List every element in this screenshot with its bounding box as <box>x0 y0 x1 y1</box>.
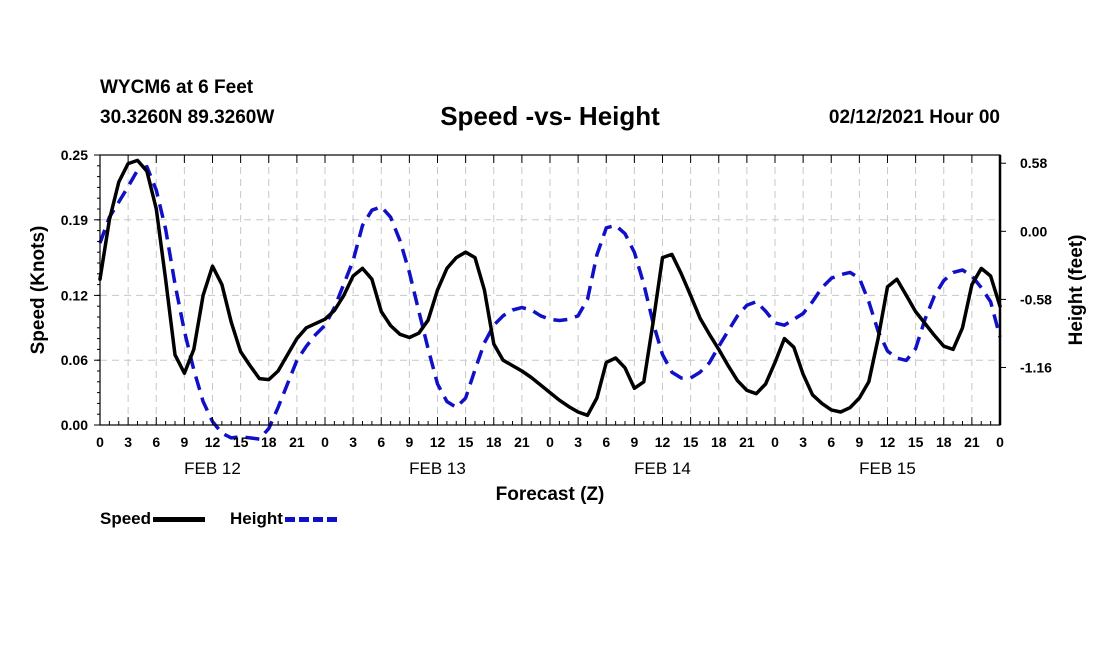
legend-speed-label: Speed <box>100 509 152 528</box>
y-tick-label: 0.06 <box>61 352 88 368</box>
legend-height-swatch <box>284 516 337 522</box>
legend-speed: Speed <box>100 509 206 529</box>
legend-height: Height <box>230 509 337 529</box>
x-tick-label: 9 <box>180 434 188 450</box>
x-tick-label: 3 <box>349 434 357 450</box>
x-tick-label: 15 <box>683 434 699 450</box>
x-tick-label: 6 <box>602 434 610 450</box>
x-tick-label: 15 <box>908 434 924 450</box>
y-tick-label: 0.12 <box>61 287 88 303</box>
x-tick-label: 21 <box>964 434 980 450</box>
axis-ticks: 0 3 6 9 12 15 18 21 0 3 6 9 12 15 18 21 0 3 6 9 12 15 18 21 0 3 6 9… <box>61 147 1052 478</box>
x-tick-label: 3 <box>124 434 132 450</box>
x-tick-label: 18 <box>261 434 277 450</box>
height-series-line <box>98 164 1002 441</box>
y2-tick-label: -1.16 <box>1020 359 1052 375</box>
x-tick-label: 9 <box>630 434 638 450</box>
x-tick-label: 3 <box>799 434 807 450</box>
station-label: WYCM6 at 6 Feet <box>100 77 254 98</box>
data-series <box>98 158 1002 441</box>
forecast-timestamp: 02/12/2021 Hour 00 <box>828 107 1000 128</box>
y2-tick-label: -0.58 <box>1020 291 1052 307</box>
x-tick-label: 0 <box>996 434 1004 450</box>
x-tick-label: 0 <box>771 434 779 450</box>
x-tick-label: 12 <box>205 434 221 450</box>
x-tick-label: 21 <box>739 434 755 450</box>
speed-series-line <box>98 158 1002 418</box>
x-tick-label: 18 <box>711 434 727 450</box>
x-tick-label: 6 <box>827 434 835 450</box>
x-tick-label: 21 <box>289 434 305 450</box>
chart-title: Speed -vs- Height <box>440 101 660 131</box>
y2-tick-label: 0.00 <box>1020 223 1047 239</box>
y2-axis-title: Height (feet) <box>1066 235 1087 346</box>
x-tick-label: 0 <box>321 434 329 450</box>
x-tick-label: 3 <box>574 434 582 450</box>
x-day-label: FEB 12 <box>184 459 241 478</box>
x-tick-label: 12 <box>880 434 896 450</box>
x-tick-label: 0 <box>96 434 104 450</box>
coordinates-label: 30.3260N 89.3260W <box>100 107 275 128</box>
y-tick-label: 0.25 <box>61 147 88 163</box>
y-tick-label: 0.19 <box>61 212 88 228</box>
x-tick-label: 15 <box>233 434 249 450</box>
x-day-label: FEB 15 <box>859 459 916 478</box>
x-tick-label: 0 <box>546 434 554 450</box>
x-tick-label: 15 <box>458 434 474 450</box>
x-day-label: FEB 13 <box>409 459 466 478</box>
x-day-label: FEB 14 <box>634 459 691 478</box>
legend-height-label: Height <box>230 509 283 528</box>
y-axis-title: Speed (Knots) <box>28 226 49 355</box>
x-tick-label: 6 <box>377 434 385 450</box>
x-tick-label: 9 <box>855 434 863 450</box>
x-tick-label: 18 <box>936 434 952 450</box>
x-tick-label: 21 <box>514 434 530 450</box>
legend-speed-swatch <box>153 516 206 522</box>
x-tick-label: 6 <box>152 434 160 450</box>
x-tick-label: 9 <box>405 434 413 450</box>
x-tick-label: 12 <box>655 434 671 450</box>
y2-tick-label: 0.58 <box>1020 155 1047 171</box>
x-tick-label: 18 <box>486 434 502 450</box>
x-axis-title: Forecast (Z) <box>496 484 605 505</box>
x-tick-label: 12 <box>430 434 446 450</box>
y-tick-label: 0.00 <box>61 417 88 433</box>
